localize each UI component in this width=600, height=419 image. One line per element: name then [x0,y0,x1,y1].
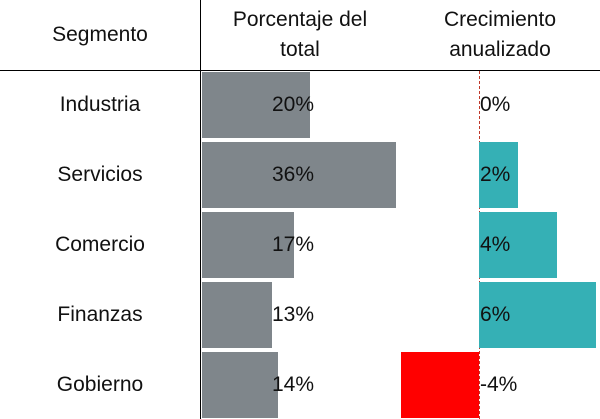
header-porcentaje-line2: total [280,38,320,61]
header-segmento-label: Segmento [52,23,148,46]
share-value-label: 13% [272,303,315,326]
share-bar [202,212,294,278]
header-crecimiento: Crecimiento anualizado [400,0,600,70]
growth-value-label: 6% [480,303,511,326]
growth-bar [401,352,479,418]
header-crecimiento-line1: Crecimiento [443,8,557,31]
growth-value-label: -4% [480,373,518,396]
growth-value-label: 4% [480,233,511,256]
share-bar [202,352,278,418]
share-bar [202,142,397,208]
growth-bar [479,142,518,208]
category-label: Gobierno [56,373,144,396]
share-value-label: 14% [272,373,315,396]
growth-value-label: 2% [480,163,511,186]
category-label: Servicios [57,163,143,186]
share-value-label: 20% [272,93,315,116]
header-porcentaje: Porcentaje del total [200,0,400,70]
category-label: Finanzas [57,303,143,326]
category-label: Industria [59,93,141,116]
header-porcentaje-line1: Porcentaje del [232,8,368,31]
header-segmento: Segmento [0,0,200,70]
header-divider [0,70,600,71]
share-bar [202,72,310,138]
category-label: Comercio [55,233,145,256]
growth-value-label: 0% [480,93,511,116]
share-value-label: 17% [272,233,315,256]
header-crecimiento-line2: anualizado [449,38,551,61]
growth-bar [479,282,596,348]
share-bar [202,282,273,348]
column-divider [200,0,201,419]
growth-bar [479,212,557,278]
share-value-label: 36% [272,163,315,186]
